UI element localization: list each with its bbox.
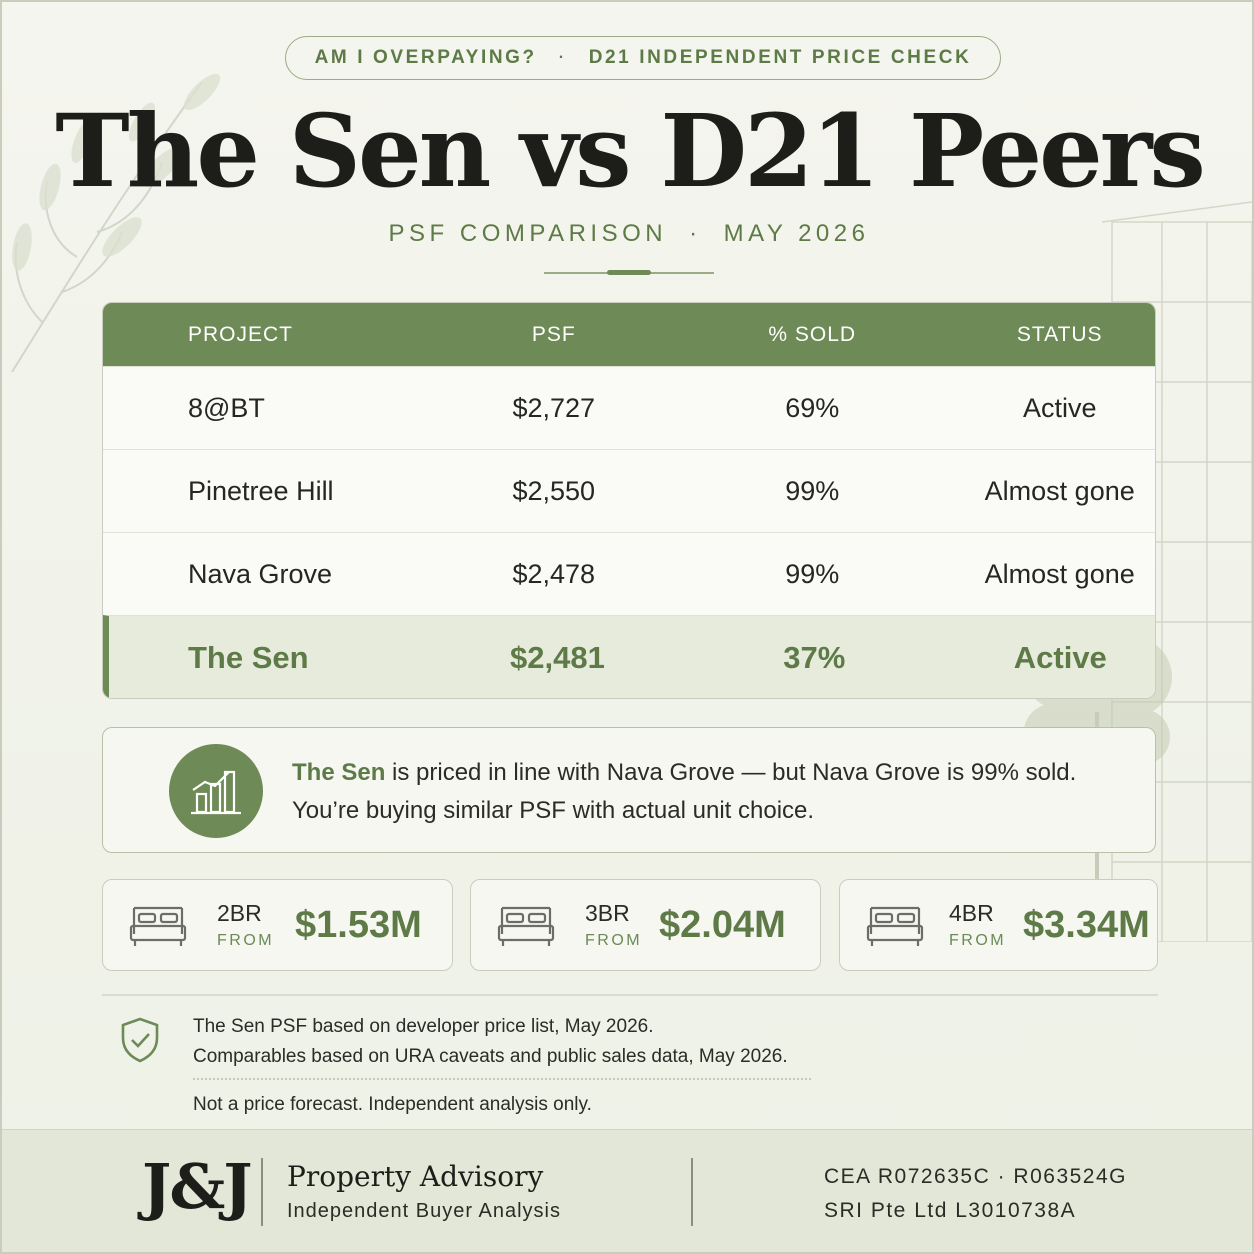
footer: J&J Property Advisory Independent Buyer … bbox=[2, 1129, 1252, 1252]
callout-line-2: You’re buying similar PSF with actual un… bbox=[292, 797, 815, 824]
cell-sold: 99% bbox=[785, 558, 840, 589]
price-card-3br: 3BR FROM $2.04M bbox=[470, 879, 821, 971]
callout-text: The Sen is priced in line with Nava Grov… bbox=[292, 754, 1076, 830]
cell-project: Pinetree Hill bbox=[188, 475, 334, 506]
cell-status: Almost gone bbox=[984, 558, 1135, 589]
cell-psf: $2,550 bbox=[512, 475, 596, 506]
callout-line-1: The Sen is priced in line with Nava Grov… bbox=[292, 754, 1076, 792]
cell-status: Active bbox=[1022, 392, 1097, 423]
brand-name: Property Advisory bbox=[287, 1160, 544, 1193]
column-header-sold: % SOLD bbox=[768, 322, 857, 346]
note-line-1: The Sen PSF based on developer price lis… bbox=[193, 1016, 654, 1037]
callout-highlight: The Sen bbox=[292, 759, 386, 786]
column-header-psf: PSF bbox=[531, 322, 576, 346]
bed-icon bbox=[497, 906, 555, 946]
bed-icon bbox=[129, 906, 187, 946]
footer-divider-left bbox=[261, 1158, 263, 1226]
cell-sold: 69% bbox=[785, 392, 840, 423]
bed-icon bbox=[866, 906, 924, 946]
insight-callout: The Sen is priced in line with Nava Grov… bbox=[102, 727, 1156, 853]
card-bedroom-type: 4BR bbox=[949, 900, 994, 926]
cell-psf: $2,481 bbox=[510, 639, 605, 675]
cell-sold: 37% bbox=[783, 639, 846, 675]
leaf-branch-icon bbox=[11, 73, 221, 372]
pill-right-text: D21 INDEPENDENT PRICE CHECK bbox=[588, 47, 972, 68]
subtitle-separator: · bbox=[689, 220, 702, 247]
card-price: $3.34M bbox=[1023, 904, 1150, 946]
table-row: Pinetree Hill $2,550 99% Almost gone bbox=[103, 449, 1155, 532]
card-price: $2.04M bbox=[659, 904, 786, 946]
price-card-2br: 2BR FROM $1.53M bbox=[102, 879, 453, 971]
card-from-label: FROM bbox=[949, 932, 1007, 949]
shield-check-icon bbox=[121, 1017, 159, 1063]
column-header-status: STATUS bbox=[1016, 322, 1103, 346]
bar-chart-icon bbox=[191, 770, 241, 815]
notes-dotted-divider bbox=[193, 1078, 811, 1080]
cell-sold: 99% bbox=[785, 475, 840, 506]
card-price: $1.53M bbox=[295, 904, 422, 946]
table-header: PROJECT PSF % SOLD STATUS bbox=[103, 303, 1155, 366]
cell-project: 8@BT bbox=[188, 392, 265, 423]
cell-psf: $2,727 bbox=[512, 392, 596, 423]
card-bedroom-type: 2BR bbox=[217, 900, 262, 926]
card-bedroom-type: 3BR bbox=[585, 900, 630, 926]
brand-tagline: Independent Buyer Analysis bbox=[287, 1200, 561, 1222]
company-registration: SRI Pte Ltd L3010738A bbox=[824, 1199, 1077, 1222]
cell-psf: $2,478 bbox=[512, 558, 596, 589]
subtitle-left: PSF COMPARISON bbox=[388, 220, 668, 247]
page-title: The Sen vs D21 Peers bbox=[55, 92, 1206, 210]
table-row: Nava Grove $2,478 99% Almost gone bbox=[103, 532, 1155, 615]
subtitle-right: MAY 2026 bbox=[723, 220, 870, 247]
title-divider-accent bbox=[607, 270, 651, 275]
card-from-label: FROM bbox=[217, 932, 275, 949]
card-from-label: FROM bbox=[585, 932, 643, 949]
cell-project: The Sen bbox=[188, 639, 309, 675]
license-numbers: CEA R072635C · R063524G bbox=[824, 1165, 1127, 1188]
cell-project: Nava Grove bbox=[188, 558, 333, 589]
callout-line-1-rest: is priced in line with Nava Grove — but … bbox=[385, 759, 1077, 786]
pill-left-text: AM I OVERPAYING? bbox=[314, 47, 537, 68]
source-notes: The Sen PSF based on developer price lis… bbox=[193, 1012, 788, 1072]
cell-status: Almost gone bbox=[984, 475, 1135, 506]
company-logo: J&J bbox=[142, 1150, 253, 1223]
footer-divider-right bbox=[691, 1158, 693, 1226]
psf-comparison-table: PROJECT PSF % SOLD STATUS 8@BT $2,727 69… bbox=[102, 302, 1156, 699]
page-subtitle: PSF COMPARISON · MAY 2026 bbox=[2, 220, 1252, 248]
table-row-highlighted: The Sen $2,481 37% Active bbox=[103, 615, 1155, 698]
disclaimer: Not a price forecast. Independent analys… bbox=[193, 1094, 592, 1115]
note-line-2: Comparables based on URA caveats and pub… bbox=[193, 1046, 788, 1067]
pill-separator: · bbox=[558, 49, 567, 66]
cell-status: Active bbox=[1013, 639, 1107, 675]
column-header-project: PROJECT bbox=[188, 322, 294, 346]
table-row: 8@BT $2,727 69% Active bbox=[103, 366, 1155, 449]
price-card-4br: 4BR FROM $3.34M bbox=[839, 879, 1158, 971]
section-divider bbox=[102, 994, 1158, 996]
callout-badge bbox=[169, 744, 263, 838]
header-pill: AM I OVERPAYING? · D21 INDEPENDENT PRICE… bbox=[285, 36, 1001, 80]
